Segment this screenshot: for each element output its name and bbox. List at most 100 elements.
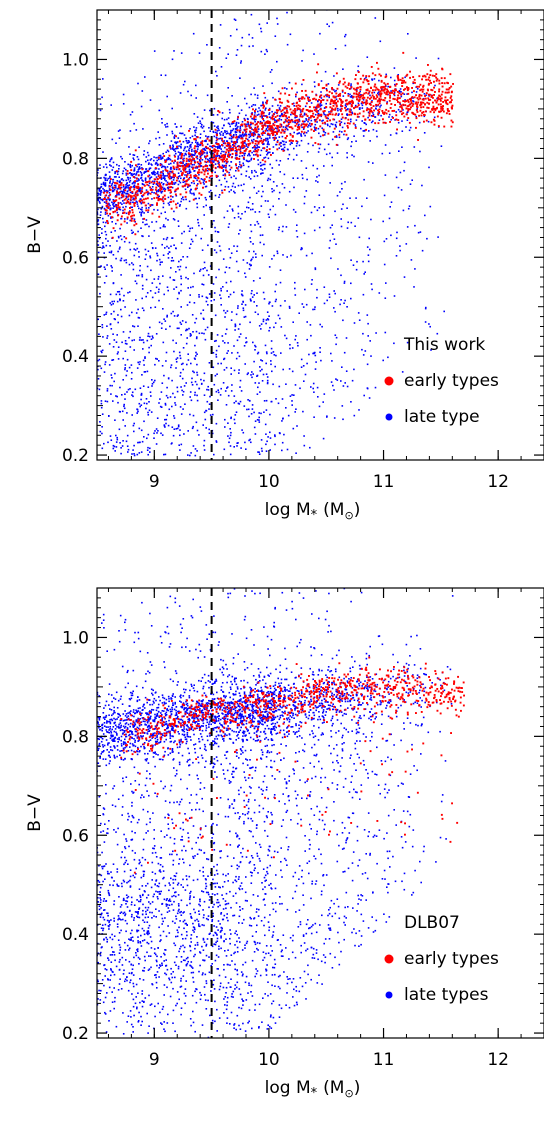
late-type-point bbox=[296, 92, 298, 94]
late-type-point bbox=[286, 88, 288, 90]
early-type-point bbox=[347, 119, 349, 121]
late-type-point bbox=[235, 131, 237, 133]
late-type-point bbox=[279, 433, 281, 435]
early-type-point bbox=[179, 165, 181, 167]
late-type-point bbox=[263, 321, 265, 323]
late-type-point bbox=[341, 226, 343, 228]
late-type-point bbox=[191, 142, 193, 144]
late-type-point bbox=[191, 150, 193, 152]
late-type-point bbox=[106, 199, 108, 201]
late-type-point bbox=[159, 398, 161, 400]
early-type-point bbox=[383, 122, 385, 124]
early-type-point bbox=[260, 122, 262, 124]
early-type-point bbox=[190, 176, 192, 178]
late-type-point bbox=[102, 242, 104, 244]
late-type-point bbox=[161, 213, 163, 215]
late-type-point bbox=[154, 380, 156, 382]
late-type-point bbox=[255, 148, 257, 150]
early-type-point bbox=[325, 106, 327, 108]
late-type-point bbox=[129, 315, 131, 317]
late-type-point bbox=[187, 278, 189, 280]
late-type-point bbox=[234, 402, 236, 404]
late-type-point bbox=[176, 169, 178, 171]
late-type-point bbox=[207, 144, 209, 146]
late-type-point bbox=[125, 350, 127, 352]
early-type-point bbox=[315, 108, 317, 110]
late-type-point bbox=[119, 248, 121, 250]
late-type-point bbox=[358, 409, 360, 411]
late-type-point bbox=[200, 137, 202, 139]
late-type-point bbox=[346, 207, 348, 209]
early-type-point bbox=[288, 119, 290, 121]
early-type-point bbox=[339, 93, 341, 95]
late-type-point bbox=[108, 215, 110, 217]
late-type-point bbox=[365, 350, 367, 352]
late-type-point bbox=[246, 145, 248, 147]
late-type-point bbox=[112, 139, 114, 141]
early-type-point bbox=[194, 138, 196, 140]
late-type-point bbox=[166, 419, 168, 421]
late-type-point bbox=[210, 190, 212, 192]
early-type-point bbox=[216, 134, 218, 136]
late-type-point bbox=[197, 148, 199, 150]
late-type-point bbox=[131, 453, 133, 455]
early-type-point bbox=[230, 134, 232, 136]
late-type-point bbox=[109, 205, 111, 207]
late-type-point bbox=[104, 266, 106, 268]
late-type-point bbox=[160, 227, 162, 229]
late-type-point bbox=[233, 183, 235, 185]
late-type-point bbox=[129, 153, 131, 155]
late-type-point bbox=[117, 439, 119, 441]
early-type-point bbox=[374, 84, 376, 86]
early-type-point bbox=[366, 99, 368, 101]
late-type-point bbox=[295, 452, 297, 454]
late-type-point bbox=[240, 401, 242, 403]
late-type-point bbox=[99, 421, 101, 423]
late-type-point bbox=[133, 453, 135, 455]
late-type-point bbox=[262, 234, 264, 236]
late-type-point bbox=[284, 87, 286, 89]
late-type-point bbox=[176, 142, 178, 144]
early-type-point bbox=[382, 118, 384, 120]
late-type-point bbox=[134, 326, 136, 328]
late-type-point bbox=[106, 245, 108, 247]
late-type-point bbox=[137, 325, 139, 327]
late-type-point bbox=[198, 434, 200, 436]
late-type-point bbox=[185, 153, 187, 155]
late-type-point bbox=[268, 158, 270, 160]
early-type-point bbox=[330, 103, 332, 105]
late-type-point bbox=[237, 340, 239, 342]
early-type-point bbox=[124, 189, 126, 191]
late-type-point bbox=[102, 151, 104, 153]
early-type-point bbox=[202, 169, 204, 171]
early-type-point bbox=[434, 100, 436, 102]
early-type-point bbox=[435, 73, 437, 75]
early-type-point bbox=[182, 185, 184, 187]
early-type-point bbox=[422, 89, 424, 91]
late-type-point bbox=[136, 412, 138, 414]
early-type-point bbox=[314, 142, 316, 144]
late-type-point bbox=[191, 378, 193, 380]
late-type-point bbox=[411, 92, 413, 94]
late-type-point bbox=[204, 449, 206, 451]
late-type-point bbox=[336, 136, 338, 138]
early-type-point bbox=[374, 74, 376, 76]
late-type-point bbox=[271, 188, 273, 190]
early-type-point bbox=[105, 209, 107, 211]
late-type-point bbox=[93, 398, 95, 400]
late-type-point bbox=[407, 119, 409, 121]
late-type-point bbox=[406, 243, 408, 245]
late-type-point bbox=[219, 47, 221, 49]
late-type-point bbox=[198, 296, 200, 298]
early-type-point bbox=[341, 108, 343, 110]
late-type-point bbox=[295, 211, 297, 213]
late-type-point bbox=[104, 184, 106, 186]
late-type-point bbox=[178, 220, 180, 222]
late-type-point bbox=[221, 118, 223, 120]
late-type-point bbox=[320, 360, 322, 362]
late-type-point bbox=[94, 192, 96, 194]
late-type-point bbox=[94, 210, 96, 212]
late-type-point bbox=[214, 172, 216, 174]
early-type-point bbox=[280, 126, 282, 128]
late-type-point bbox=[136, 283, 138, 285]
